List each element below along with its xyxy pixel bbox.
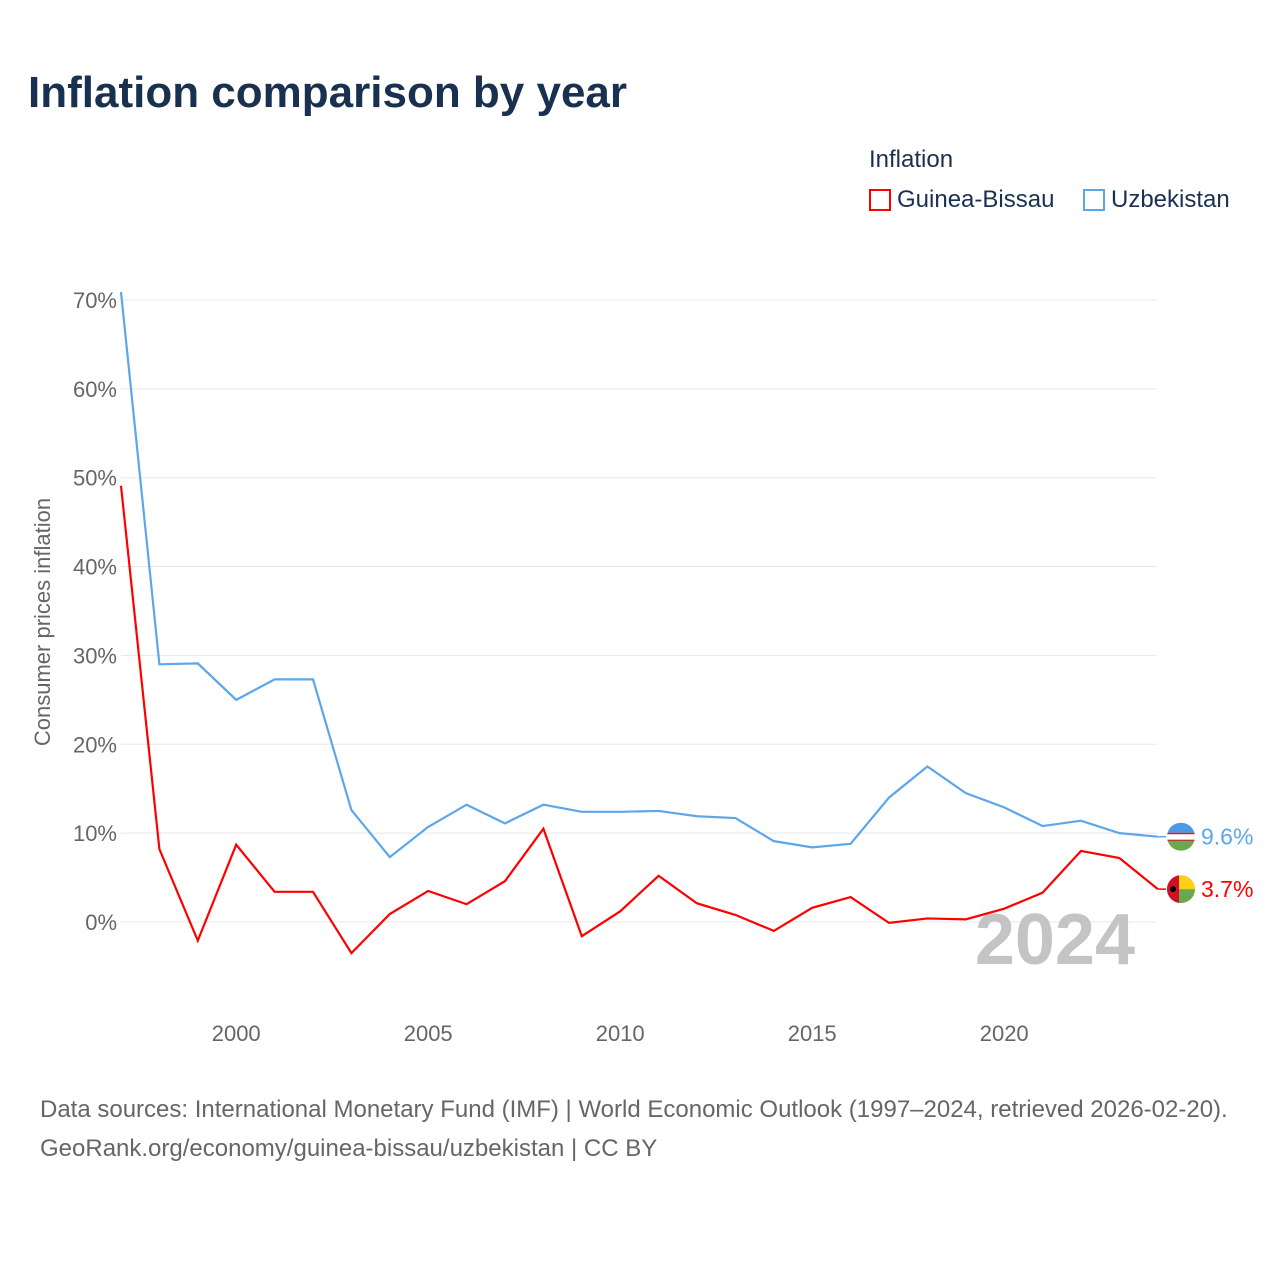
series-line-uzbekistan[interactable] <box>119 291 1158 859</box>
y-tick-label: 50% <box>73 466 117 491</box>
y-tick-label: 30% <box>73 643 117 668</box>
guinea-bissau-flag-icon <box>1167 875 1195 904</box>
y-tick-label: 60% <box>73 377 117 402</box>
legend-label: Uzbekistan <box>1111 186 1230 213</box>
y-tick-label: 20% <box>73 732 117 757</box>
x-tick-label: 2005 <box>404 1021 453 1046</box>
legend-item-uzbekistan[interactable]: Uzbekistan <box>1083 186 1230 214</box>
legend-swatch <box>869 189 891 211</box>
chart-title: Inflation comparison by year <box>28 68 628 117</box>
end-value-label: 3.7% <box>1201 876 1253 902</box>
credit: GeoRank.org/economy/guinea-bissau/uzbeki… <box>40 1135 658 1162</box>
legend-swatch <box>1083 189 1105 211</box>
end-value-label: 9.6% <box>1201 824 1253 850</box>
uzbekistan-flag-icon <box>1167 822 1195 851</box>
y-axis-label: Consumer prices inflation <box>30 498 55 746</box>
x-tick-label: 2015 <box>788 1021 837 1046</box>
legend-title: Inflation <box>869 146 954 173</box>
data-sources: Data sources: International Monetary Fun… <box>40 1096 1228 1123</box>
footer: Data sources: International Monetary Fun… <box>40 1090 1250 1168</box>
x-tick-label: 2000 <box>212 1021 261 1046</box>
y-tick-label: 40% <box>73 555 117 580</box>
y-tick-label: 0% <box>85 910 117 935</box>
x-tick-label: 2010 <box>596 1021 645 1046</box>
legend-item-guinea-bissau[interactable]: Guinea-Bissau <box>869 186 1054 214</box>
year-watermark: 2024 <box>975 900 1135 980</box>
y-tick-label: 10% <box>73 821 117 846</box>
legend-label: Guinea-Bissau <box>897 186 1055 213</box>
y-tick-label: 70% <box>73 288 117 313</box>
x-tick-label: 2020 <box>980 1021 1029 1046</box>
series-line-guinea-bissau[interactable] <box>119 485 1159 955</box>
